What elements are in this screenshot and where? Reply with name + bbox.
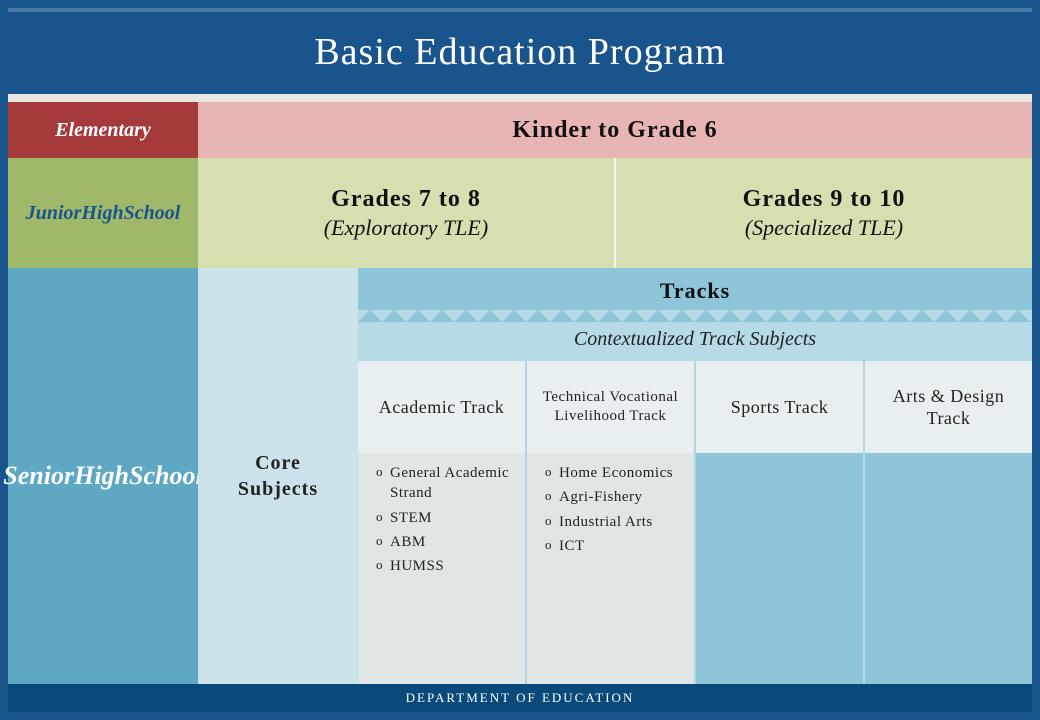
track-col-0: Academic TrackGeneral Academic StrandSTE… xyxy=(358,361,527,684)
tracks-grid: Academic TrackGeneral Academic StrandSTE… xyxy=(358,361,1032,684)
track-item-0-3: HUMSS xyxy=(376,554,517,578)
track-item-1-2: Industrial Arts xyxy=(545,510,686,534)
shs-label: SeniorHighSchool xyxy=(8,268,198,684)
track-name-3: Arts & Design Track xyxy=(865,361,1032,453)
row-jhs: JuniorHighSchool Grades 7 to 8 (Explorat… xyxy=(8,158,1032,268)
row-elementary: Elementary Kinder to Grade 6 xyxy=(8,102,1032,158)
track-items-3 xyxy=(865,453,1032,684)
track-item-1-3: ICT xyxy=(545,534,686,558)
track-name-0: Academic Track xyxy=(358,361,525,453)
track-col-2: Sports Track xyxy=(696,361,865,684)
track-items-2 xyxy=(696,453,863,684)
jhs-cell-0-sub: (Exploratory TLE) xyxy=(324,215,488,241)
track-col-1: Technical Vocational Livelihood TrackHom… xyxy=(527,361,696,684)
jhs-cell-0: Grades 7 to 8 (Exploratory TLE) xyxy=(198,158,616,268)
track-name-2: Sports Track xyxy=(696,361,863,453)
jhs-cell-0-main: Grades 7 to 8 xyxy=(331,186,481,213)
track-item-0-2: ABM xyxy=(376,530,517,554)
slide-frame: Basic Education Program Elementary Kinde… xyxy=(8,8,1032,712)
row-shs: SeniorHighSchool CoreSubjects Tracks Con… xyxy=(8,268,1032,684)
track-items-0: General Academic StrandSTEMABMHUMSS xyxy=(358,453,525,684)
page-title: Basic Education Program xyxy=(8,8,1032,102)
zigzag-divider xyxy=(358,310,1032,322)
tracks-header: Tracks xyxy=(358,268,1032,310)
track-items-1: Home EconomicsAgri-FisheryIndustrial Art… xyxy=(527,453,694,684)
jhs-label: JuniorHighSchool xyxy=(8,158,198,268)
track-col-3: Arts & Design Track xyxy=(865,361,1032,684)
jhs-cell-1-sub: (Specialized TLE) xyxy=(745,215,903,241)
footer: DEPARTMENT OF EDUCATION xyxy=(8,684,1032,712)
track-item-0-1: STEM xyxy=(376,506,517,530)
context-subjects: Contextualized Track Subjects xyxy=(358,322,1032,361)
track-item-0-0: General Academic Strand xyxy=(376,461,517,506)
elementary-content: Kinder to Grade 6 xyxy=(198,102,1032,158)
elementary-label: Elementary xyxy=(8,102,198,158)
tracks-area: Tracks Contextualized Track Subjects Aca… xyxy=(358,268,1032,684)
core-subjects: CoreSubjects xyxy=(198,268,358,684)
track-item-1-0: Home Economics xyxy=(545,461,686,485)
track-item-1-1: Agri-Fishery xyxy=(545,485,686,509)
jhs-cell-1: Grades 9 to 10 (Specialized TLE) xyxy=(616,158,1032,268)
jhs-cell-1-main: Grades 9 to 10 xyxy=(743,186,906,213)
track-name-1: Technical Vocational Livelihood Track xyxy=(527,361,694,453)
